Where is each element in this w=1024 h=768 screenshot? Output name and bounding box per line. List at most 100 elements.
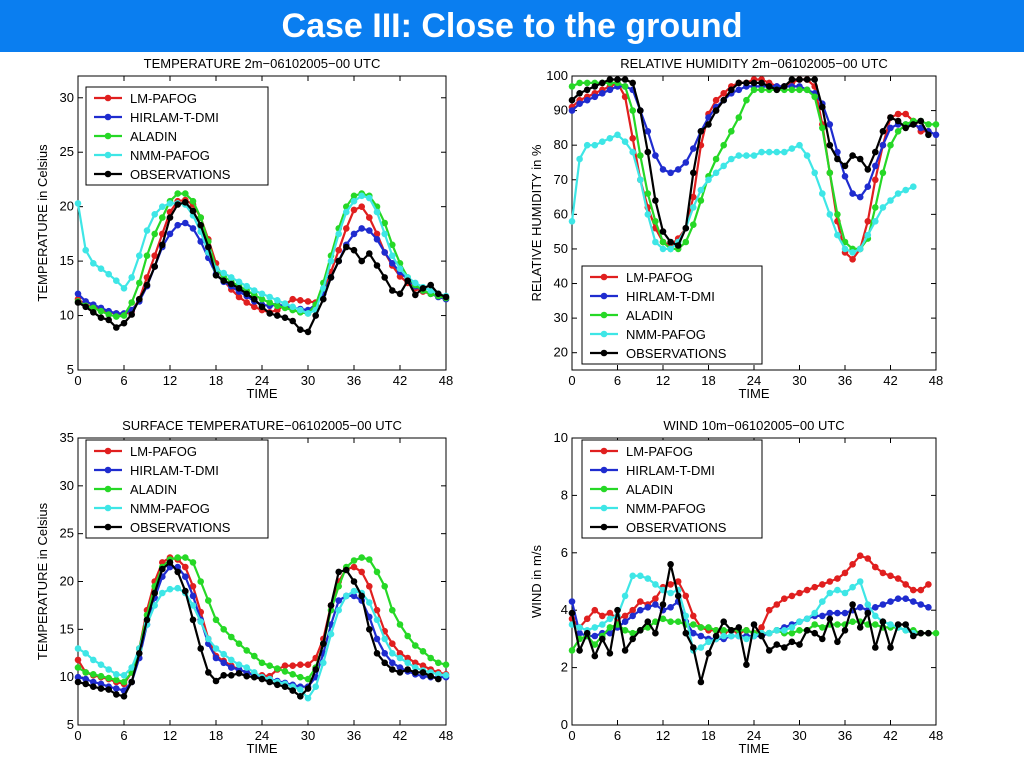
data-point	[910, 598, 917, 605]
data-point	[568, 598, 576, 605]
series-line	[571, 78, 929, 261]
data-point	[864, 183, 872, 190]
data-point	[803, 76, 811, 83]
data-point	[136, 252, 143, 259]
data-point	[143, 252, 151, 259]
data-point	[682, 629, 690, 637]
legend-marker	[104, 447, 112, 455]
data-point	[113, 685, 120, 692]
data-point	[113, 313, 120, 320]
data-point	[910, 183, 917, 190]
data-point	[366, 250, 373, 257]
data-point	[358, 203, 366, 210]
data-point	[743, 635, 750, 643]
legend-marker	[600, 330, 608, 338]
x-tick-label: 18	[209, 373, 223, 388]
y-tick-label: 40	[554, 276, 568, 291]
data-point	[819, 635, 826, 643]
x-tick-label: 6	[614, 373, 621, 388]
data-point	[143, 227, 151, 234]
data-point	[97, 680, 105, 688]
data-point	[637, 176, 644, 184]
data-point	[826, 211, 834, 218]
data-point	[735, 86, 743, 94]
data-point	[304, 328, 312, 336]
legend-label: NMM-PAFOG	[130, 501, 210, 516]
y-tick-label: 30	[60, 478, 74, 493]
legend: LM-PAFOG HIRLAM-T-DMI ALADIN NMM-PAFOG OBSER…	[85, 439, 269, 539]
data-point	[788, 624, 796, 631]
data-point	[872, 204, 879, 211]
data-point	[312, 683, 320, 690]
data-point	[396, 664, 404, 671]
x-tick-label: 24	[747, 373, 761, 388]
data-point	[743, 152, 750, 159]
data-point	[243, 647, 250, 654]
data-point	[105, 686, 112, 693]
data-point	[826, 121, 834, 128]
data-point	[90, 656, 97, 664]
data-point	[834, 231, 841, 239]
data-point	[705, 624, 712, 631]
legend-label: ALADIN	[130, 482, 177, 497]
legend-marker	[104, 485, 112, 493]
data-point	[197, 214, 204, 221]
data-point	[350, 557, 358, 564]
data-point	[281, 662, 289, 669]
y-tick-label: 20	[60, 199, 74, 214]
legend: LM-PAFOG HIRLAM-T-DMI ALADIN NMM-PAFOG OBSER…	[581, 439, 763, 539]
data-point	[705, 650, 712, 657]
data-point	[182, 190, 189, 197]
x-tick-label: 36	[347, 728, 361, 743]
data-point	[667, 604, 674, 611]
data-point	[151, 211, 158, 218]
data-point	[606, 86, 614, 94]
data-point	[404, 654, 412, 662]
data-point	[350, 230, 358, 238]
data-point	[419, 662, 427, 669]
data-point	[879, 169, 887, 177]
data-point	[120, 319, 128, 327]
data-point	[652, 218, 659, 225]
data-point	[166, 200, 174, 207]
data-point	[849, 255, 856, 263]
series-aladin	[74, 554, 450, 686]
data-point	[427, 281, 435, 289]
data-point	[705, 638, 712, 646]
data-point	[682, 159, 690, 166]
data-point	[712, 155, 720, 163]
data-point	[910, 586, 917, 594]
x-tick-label: 6	[614, 728, 621, 743]
data-point	[629, 135, 636, 142]
data-point	[281, 314, 289, 322]
data-point	[917, 629, 925, 637]
data-point	[235, 278, 243, 286]
data-point	[781, 83, 788, 90]
series-observations	[568, 561, 932, 686]
data-point	[90, 309, 97, 316]
data-point	[128, 299, 135, 306]
y-tick-label: 20	[554, 345, 568, 360]
data-point	[289, 295, 297, 303]
legend-marker	[104, 170, 112, 178]
data-point	[251, 295, 258, 303]
legend-label: NMM-PAFOG	[130, 148, 210, 163]
data-point	[667, 618, 674, 625]
data-point	[281, 683, 289, 690]
series-aladin	[568, 79, 940, 253]
data-point	[841, 245, 849, 253]
data-point	[151, 589, 158, 597]
data-point	[637, 627, 644, 634]
data-point	[220, 650, 227, 658]
data-point	[925, 604, 932, 611]
data-point	[381, 249, 389, 256]
data-point	[258, 659, 266, 667]
data-point	[728, 627, 735, 634]
data-point	[819, 124, 826, 132]
data-point	[189, 197, 197, 205]
data-point	[274, 312, 281, 319]
data-point	[297, 673, 304, 681]
data-point	[599, 621, 606, 628]
data-point	[682, 224, 690, 232]
data-point	[435, 671, 442, 678]
